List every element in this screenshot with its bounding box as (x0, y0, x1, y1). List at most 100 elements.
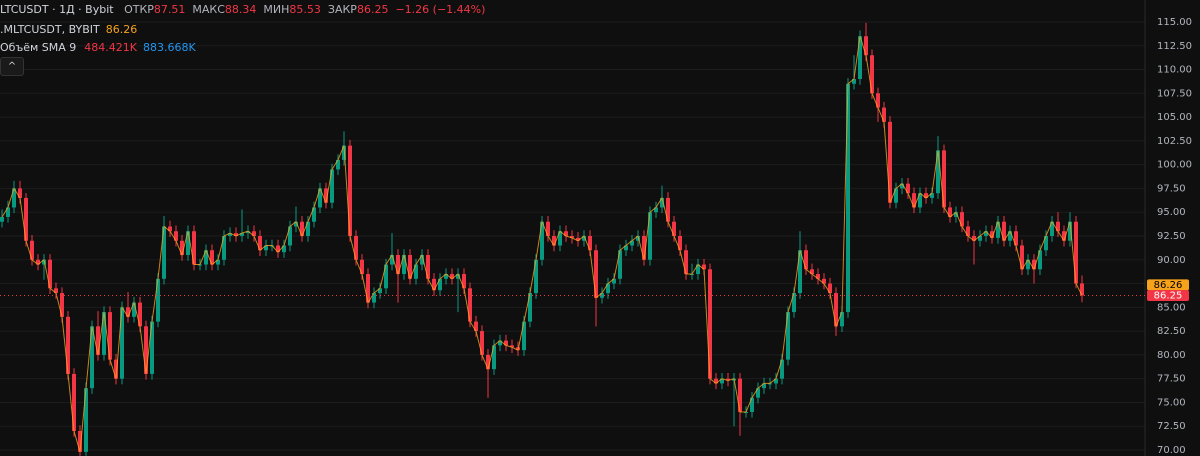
change: −1.26 (−1.44%) (395, 3, 486, 16)
candle-body (558, 231, 562, 246)
candle-body (930, 193, 934, 198)
candle-body (54, 288, 58, 294)
y-tick-label: 75.00 (1157, 397, 1186, 408)
candle-body (678, 235, 682, 251)
candle-body (792, 293, 796, 313)
candle-body (504, 340, 508, 346)
candle-body (114, 359, 118, 379)
candle-body (1026, 259, 1030, 270)
candle-body (570, 235, 574, 238)
candle-body (24, 197, 28, 241)
candle-body (876, 93, 880, 108)
candle-body (84, 388, 88, 452)
candle-body (12, 188, 16, 208)
candle-body (1032, 259, 1036, 270)
candle-body (180, 240, 184, 256)
candle-body (234, 233, 238, 236)
candle-body (1014, 231, 1018, 246)
volume-sma: 883.668K (142, 41, 196, 54)
candle-body (978, 235, 982, 241)
y-tick-label: 115.00 (1157, 17, 1192, 28)
candle-body (300, 221, 304, 236)
candle-body (252, 231, 256, 236)
candle-body (150, 321, 154, 374)
candle-body (666, 197, 670, 222)
candle-body (954, 212, 958, 217)
candle-body (840, 312, 844, 327)
candle-body (750, 397, 754, 412)
indicator-line (1, 36, 1083, 453)
candle-body (600, 293, 604, 298)
y-tick-label: 112.50 (1157, 41, 1192, 52)
candle-body (444, 274, 448, 279)
legend-indicator: .MLTCUSDT, BYBIT 86.26 (0, 23, 137, 36)
candle-body (1062, 231, 1066, 241)
low-value: 85.53 (289, 3, 321, 16)
candle-body (450, 274, 454, 279)
candle-body (888, 121, 892, 203)
candle-body (816, 274, 820, 279)
candle-body (348, 145, 352, 236)
candle-body (312, 207, 316, 222)
candle-body (774, 378, 778, 384)
low-label: МИН (263, 3, 290, 16)
candle-body (714, 378, 718, 384)
candle-body (186, 231, 190, 256)
candle-body (720, 378, 724, 384)
collapse-button[interactable]: ^ (0, 57, 24, 76)
y-tick-label: 97.50 (1157, 183, 1186, 194)
candle-body (468, 288, 472, 322)
candle-body (612, 278, 616, 284)
symbol: LTCUSDT · 1Д · Bybit (0, 3, 114, 16)
candle-body (408, 255, 412, 279)
candle-body (264, 245, 268, 251)
candle-body (360, 259, 364, 275)
candle-body (1038, 250, 1042, 270)
candle-body (894, 188, 898, 203)
candle-body (846, 83, 850, 313)
candle-body (852, 79, 856, 84)
candle-body (768, 383, 772, 385)
candle-body (210, 250, 214, 265)
candle-body (246, 231, 250, 234)
candle-body (138, 302, 142, 327)
candle-body (654, 207, 658, 213)
candle-body (126, 307, 130, 317)
candle-body (606, 283, 610, 294)
candle-body (726, 378, 730, 381)
close-label: ЗАКР (327, 3, 357, 16)
candle-body (582, 235, 586, 241)
candle-body (0, 216, 4, 222)
candle-body (1008, 231, 1012, 241)
candle-body (156, 278, 160, 322)
candle-body (426, 255, 430, 279)
candle-body (762, 383, 766, 389)
y-tick-label: 70.00 (1157, 445, 1186, 456)
y-tick-label: 90.00 (1157, 255, 1186, 266)
candle-body (966, 226, 970, 236)
candle-body (684, 250, 688, 275)
volume-value: 484.421K (84, 41, 137, 54)
candle-body (420, 255, 424, 265)
y-tick-label: 95.00 (1157, 207, 1186, 218)
candle-body (918, 193, 922, 208)
candle-body (96, 326, 100, 355)
y-tick-label: 92.50 (1157, 231, 1186, 242)
candle-body (534, 259, 538, 294)
candle-body (672, 221, 676, 236)
candle-body (120, 307, 124, 379)
candle-body (474, 321, 478, 332)
candle-body (990, 231, 994, 238)
y-tick-label: 107.50 (1157, 88, 1192, 99)
candle-body (486, 354, 490, 370)
candle-body (528, 293, 532, 322)
candle-body (870, 55, 874, 94)
candle-body (780, 359, 784, 379)
candle-body (204, 250, 208, 265)
candle-body (564, 231, 568, 236)
candle-body (132, 302, 136, 317)
candle-body (798, 250, 802, 294)
candle-body (276, 245, 280, 253)
candle-body (414, 264, 418, 279)
candle-body (108, 312, 112, 360)
